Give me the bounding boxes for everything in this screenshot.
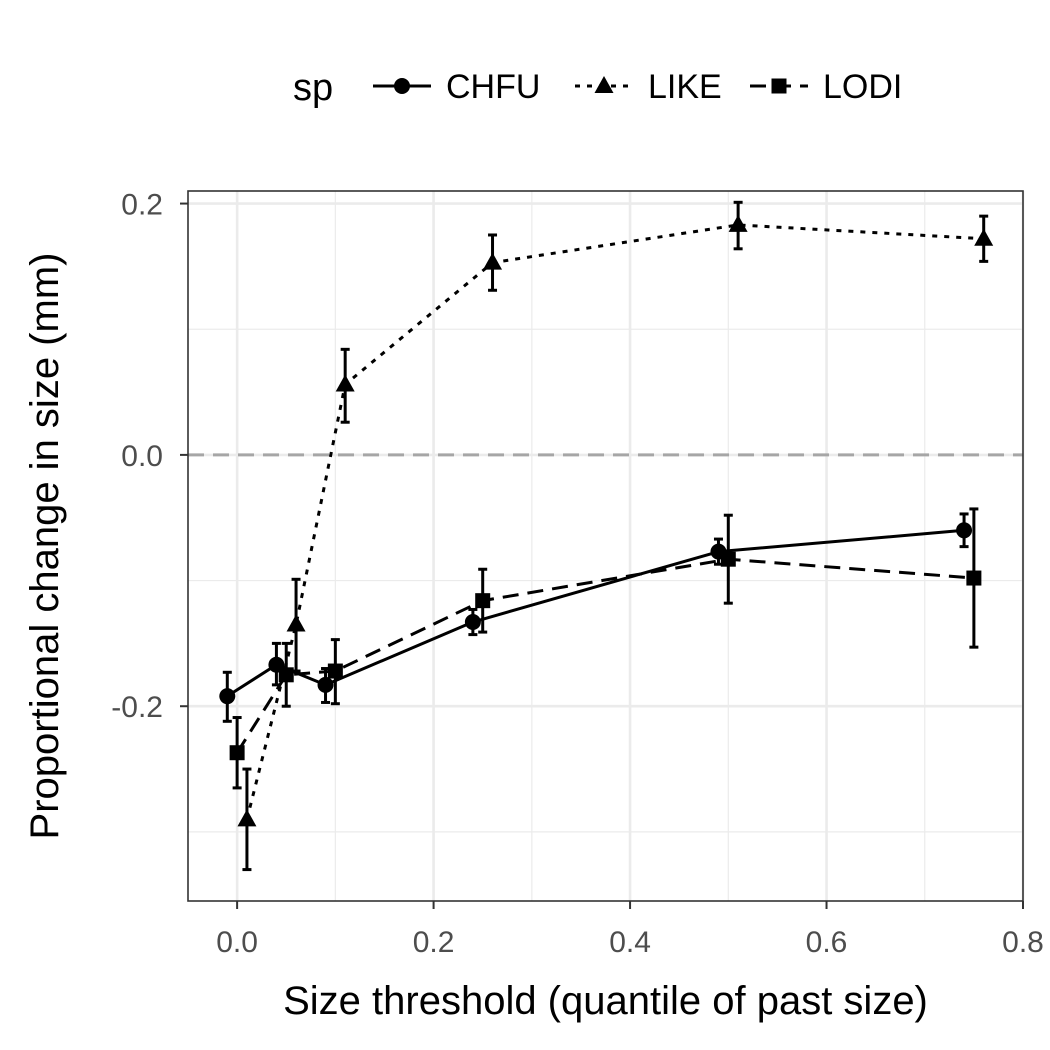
y-tick-label: 0.2 xyxy=(121,189,163,222)
x-tick-label: 0.4 xyxy=(609,926,651,959)
y-tick-label: -0.2 xyxy=(111,691,163,724)
series-lodi xyxy=(229,507,982,790)
legend-key-triangle-icon xyxy=(594,76,614,93)
legend-key-circle-icon xyxy=(394,78,410,94)
series-like xyxy=(237,200,994,872)
lodi-line xyxy=(235,557,974,754)
lodi-point xyxy=(278,667,294,683)
legend: sp CHFU LIKE LODI xyxy=(293,67,902,109)
lodi-point xyxy=(475,593,491,609)
lodi-point xyxy=(229,745,245,761)
like-point xyxy=(237,809,257,827)
lodi-point xyxy=(966,570,982,586)
chfu-point xyxy=(464,614,481,631)
legend-item-like: LIKE xyxy=(575,68,722,106)
lodi-point xyxy=(720,551,736,567)
like-point xyxy=(483,252,503,270)
series-layer xyxy=(219,200,994,872)
legend-label: CHFU xyxy=(446,68,540,106)
chfu-line xyxy=(226,528,965,698)
chfu-point xyxy=(956,522,973,539)
like-line xyxy=(245,223,984,820)
axis-ticks: 0.0 0.2 0.4 0.6 0.8 -0.2 0.0 0.2 xyxy=(111,189,1044,959)
plot-frame xyxy=(187,190,1024,902)
like-point xyxy=(335,374,355,392)
legend-label: LIKE xyxy=(648,68,722,106)
legend-label: LODI xyxy=(823,68,902,106)
x-tick-label: 0.0 xyxy=(216,926,258,959)
legend-title: sp xyxy=(293,67,333,109)
y-tick-label: 0.0 xyxy=(121,440,163,473)
chfu-point xyxy=(317,676,334,693)
legend-key-square-icon xyxy=(771,78,787,94)
like-point xyxy=(286,614,306,632)
chfu-point xyxy=(219,688,236,705)
x-axis-title: Size threshold (quantile of past size) xyxy=(283,979,928,1023)
legend-item-chfu: CHFU xyxy=(373,68,540,106)
x-tick-label: 0.6 xyxy=(806,926,848,959)
y-axis-title: Proportional change in size (mm) xyxy=(23,253,67,840)
plot-background xyxy=(188,191,1023,901)
legend-item-lodi: LODI xyxy=(750,68,902,106)
lodi-point xyxy=(327,663,343,679)
like-point xyxy=(974,228,994,246)
x-tick-label: 0.2 xyxy=(413,926,455,959)
x-tick-label: 0.8 xyxy=(1002,926,1044,959)
like-point xyxy=(728,214,748,232)
